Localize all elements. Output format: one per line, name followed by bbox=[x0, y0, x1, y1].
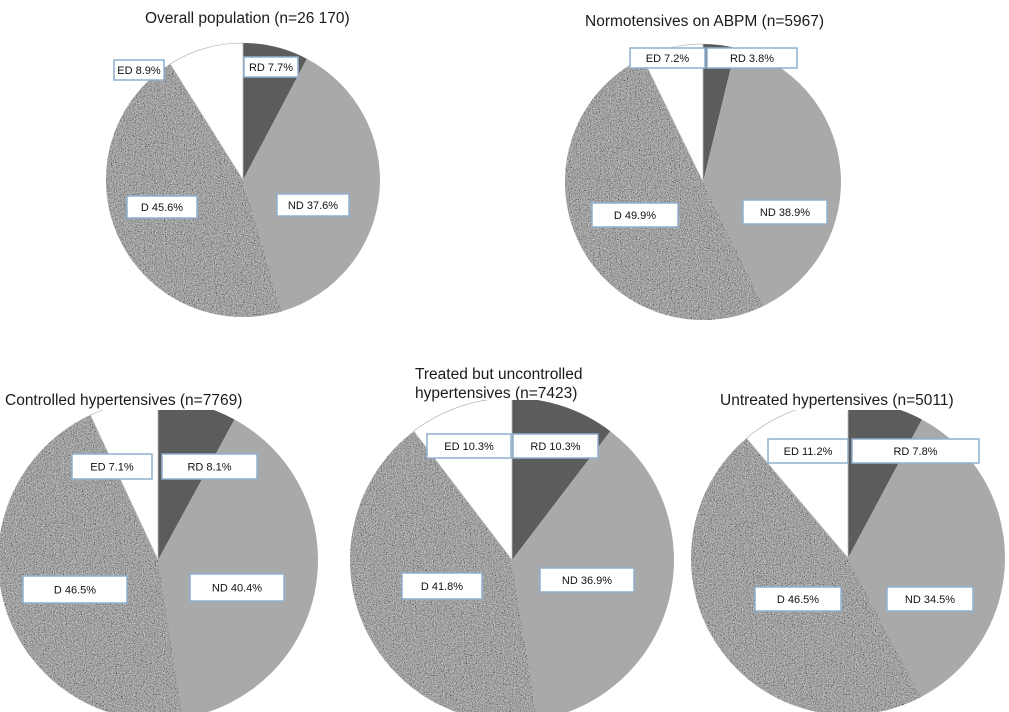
data-label-nd: ND 38.9% bbox=[760, 207, 810, 219]
data-label-d: D 49.9% bbox=[614, 210, 656, 222]
data-label-box-d bbox=[22, 575, 128, 604]
data-label-box-rd bbox=[851, 438, 980, 464]
pie-slice-rd bbox=[158, 410, 235, 560]
data-label-nd: ND 36.9% bbox=[562, 575, 612, 587]
data-label-box-nd bbox=[189, 573, 285, 602]
chart-title-line: Normotensives on ABPM (n=5967) bbox=[585, 13, 825, 30]
pie-slice-nd bbox=[243, 58, 381, 312]
chart-title-line: hypertensives (n=7423) bbox=[415, 385, 578, 402]
data-label-ed: ED 10.3% bbox=[444, 441, 494, 453]
pie-slice-ed bbox=[89, 410, 159, 561]
pie-slice-nd bbox=[158, 419, 318, 712]
chart-title-line: Untreated hypertensives (n=5011) bbox=[720, 392, 954, 409]
data-label-ed: ED 8.9% bbox=[117, 65, 161, 77]
chart-title-uncontrolled: Treated but uncontrolled hypertensives (n… bbox=[415, 365, 675, 403]
pie-chart-overall: RD 7.7% ND 37.6% D 45.6% ED 8.9% bbox=[105, 42, 381, 318]
data-label-box-rd bbox=[512, 433, 599, 459]
data-label-box-ed bbox=[71, 453, 153, 480]
chart-title-controlled: Controlled hypertensives (n=7769) bbox=[5, 391, 305, 410]
data-label-rd: RD 10.3% bbox=[530, 441, 580, 453]
data-label-nd: ND 37.6% bbox=[288, 200, 338, 212]
data-label-rd: RD 8.1% bbox=[187, 462, 231, 474]
data-label-box-nd bbox=[276, 193, 350, 217]
data-label-box-nd bbox=[742, 199, 828, 225]
data-label-d: D 46.5% bbox=[54, 585, 96, 597]
pie-chart-controlled: RD 8.1% ND 40.4% D 46.5% ED 7.1% bbox=[0, 410, 318, 712]
data-label-rd: RD 7.8% bbox=[893, 446, 937, 458]
data-label-d: D 46.5% bbox=[777, 594, 819, 606]
data-label-d: D 45.6% bbox=[141, 202, 183, 214]
chart-title-line: Overall population (n=26 170) bbox=[145, 10, 350, 27]
data-label-ed: ED 7.1% bbox=[90, 462, 134, 474]
data-label-d: D 41.8% bbox=[421, 581, 463, 593]
chart-title-normotensives: Normotensives on ABPM (n=5967) bbox=[585, 12, 885, 31]
data-label-box-ed bbox=[629, 47, 706, 69]
pie-slice-ed bbox=[169, 42, 244, 182]
data-label-box-rd bbox=[161, 453, 258, 480]
pie-slice-nd bbox=[703, 47, 841, 307]
pie-chart-normotensives: RD 3.8% ND 38.9% D 49.9% ED 7.2% bbox=[565, 43, 841, 320]
pie-slice-rd bbox=[703, 44, 736, 182]
data-label-box-ed bbox=[113, 59, 165, 81]
data-label-box-d bbox=[401, 572, 483, 600]
pie-slice-d bbox=[691, 438, 922, 712]
data-label-box-d bbox=[591, 202, 679, 228]
data-label-box-rd bbox=[706, 47, 798, 69]
chart-title-line: Treated but uncontrolled bbox=[415, 366, 583, 383]
data-label-rd: RD 7.7% bbox=[249, 62, 293, 74]
pie-slice-nd bbox=[848, 419, 1005, 697]
data-label-box-d bbox=[754, 586, 842, 612]
data-label-ed: ED 11.2% bbox=[784, 446, 833, 458]
data-label-box-nd bbox=[539, 567, 635, 593]
data-label-box-rd bbox=[243, 56, 299, 78]
data-label-box-ed bbox=[767, 438, 849, 464]
pie-chart-untreated: RD 7.8% ND 34.5% D 46.5% ED 11.2% bbox=[691, 410, 1005, 712]
chart-title-untreated: Untreated hypertensives (n=5011) bbox=[720, 391, 1009, 410]
data-label-rd: RD 3.8% bbox=[730, 53, 774, 65]
data-label-box-ed bbox=[426, 433, 512, 459]
chart-title-line: Controlled hypertensives (n=7769) bbox=[5, 392, 243, 409]
pie-slice-d bbox=[350, 431, 536, 712]
data-label-nd: ND 34.5% bbox=[905, 594, 955, 606]
pie-chart-uncontrolled: RD 10.3% ND 36.9% D 41.8% ED 10.3% bbox=[350, 400, 674, 712]
pie-slice-d bbox=[565, 57, 764, 320]
data-label-nd: ND 40.4% bbox=[212, 583, 262, 595]
chart-title-overall: Overall population (n=26 170) bbox=[145, 9, 375, 28]
data-label-ed: ED 7.2% bbox=[646, 53, 690, 65]
data-label-box-nd bbox=[886, 586, 974, 612]
data-label-box-d bbox=[126, 195, 198, 219]
pie-slice-d bbox=[105, 63, 283, 318]
pie-slice-d bbox=[0, 415, 183, 712]
